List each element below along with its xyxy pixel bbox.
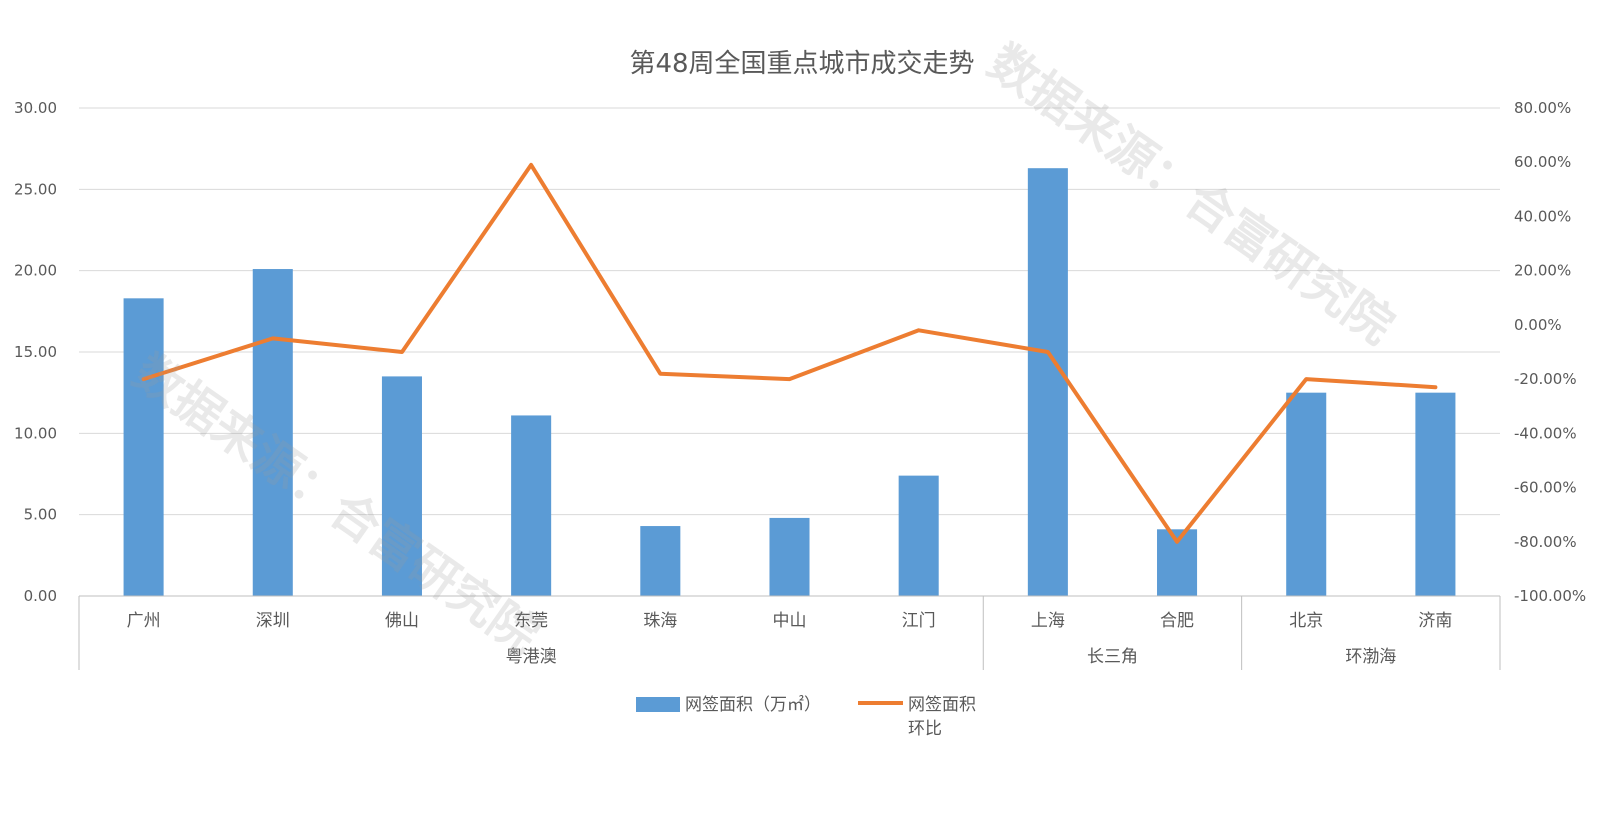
group-label-长三角: 长三角 bbox=[1087, 647, 1138, 667]
line-point-中山 bbox=[788, 377, 791, 381]
bar-series bbox=[123, 168, 1456, 597]
category-label-上海: 上海 bbox=[1031, 611, 1065, 631]
right-tick-label: -60.00% bbox=[1514, 479, 1577, 497]
bar-东莞 bbox=[511, 415, 552, 596]
line-point-江门 bbox=[917, 328, 921, 332]
line-point-合肥 bbox=[1175, 540, 1179, 544]
group-label-粤港澳: 粤港澳 bbox=[506, 647, 557, 667]
right-tick-label: -80.00% bbox=[1514, 533, 1577, 551]
right-tick-label: 40.00% bbox=[1514, 207, 1571, 225]
line-point-北京 bbox=[1304, 377, 1308, 381]
line-point-深圳 bbox=[271, 336, 275, 340]
category-labels: 广州 深圳 佛山 东莞 珠海 中山 江门 上海 合肥 北京 济南 bbox=[127, 611, 1453, 631]
right-tick-label: 20.00% bbox=[1514, 262, 1571, 280]
left-tick-label: 0.00 bbox=[24, 587, 57, 605]
bar-广州 bbox=[123, 298, 164, 596]
legend-bar-label: 网签面积（万㎡） bbox=[685, 695, 821, 715]
category-label-济南: 济南 bbox=[1418, 611, 1452, 631]
bar-佛山 bbox=[381, 376, 422, 596]
bar-北京 bbox=[1286, 392, 1327, 596]
group-labels: 粤港澳 长三角 环渤海 bbox=[506, 647, 1397, 667]
gridlines bbox=[79, 107, 1500, 516]
line-point-东莞 bbox=[529, 163, 533, 167]
category-label-佛山: 佛山 bbox=[385, 611, 419, 631]
legend: 网签面积（万㎡） 网签面积 环比 bbox=[636, 695, 976, 739]
left-tick-label: 15.00 bbox=[14, 343, 57, 361]
right-tick-label: -40.00% bbox=[1514, 424, 1577, 442]
right-tick-label: -100.00% bbox=[1514, 587, 1586, 605]
left-tick-label: 25.00 bbox=[14, 180, 57, 198]
axes bbox=[78, 595, 1501, 670]
bar-中山 bbox=[769, 517, 810, 596]
watermark-group: 数据来源：合富研究院 数据来源：合富研究院 bbox=[123, 34, 1403, 665]
line-series bbox=[141, 162, 1438, 544]
line-point-珠海 bbox=[658, 372, 662, 376]
left-tick-label: 20.00 bbox=[14, 262, 57, 280]
bar-上海 bbox=[1027, 168, 1068, 597]
category-label-珠海: 珠海 bbox=[643, 611, 677, 631]
watermark-bottom-left: 数据来源：合富研究院 bbox=[123, 344, 548, 665]
right-tick-label: 80.00% bbox=[1514, 99, 1571, 117]
bar-济南 bbox=[1415, 392, 1456, 596]
legend-line-label-2: 环比 bbox=[908, 719, 942, 739]
bar-珠海 bbox=[640, 526, 681, 596]
line-point-济南 bbox=[1433, 385, 1437, 389]
category-label-广州: 广州 bbox=[127, 611, 161, 631]
category-label-北京: 北京 bbox=[1289, 611, 1323, 631]
category-label-深圳: 深圳 bbox=[256, 611, 290, 631]
left-tick-label: 30.00 bbox=[14, 99, 57, 117]
category-label-东莞: 东莞 bbox=[514, 611, 548, 631]
legend-bar-swatch bbox=[636, 697, 680, 712]
chart-title: 第48周全国重点城市成交走势 bbox=[629, 49, 974, 79]
category-label-江门: 江门 bbox=[902, 611, 936, 631]
left-tick-label: 5.00 bbox=[24, 506, 57, 524]
category-label-合肥: 合肥 bbox=[1160, 611, 1194, 631]
right-axis-ticks: -100.00% -80.00% -60.00% -40.00% -20.00% 0.00… bbox=[1514, 99, 1586, 605]
right-tick-label: 0.00% bbox=[1514, 316, 1562, 334]
right-tick-label: 60.00% bbox=[1514, 153, 1571, 171]
left-tick-label: 10.00 bbox=[14, 424, 57, 442]
legend-line-label-1: 网签面积 bbox=[908, 695, 976, 715]
right-tick-label: -20.00% bbox=[1514, 370, 1577, 388]
line-point-佛山 bbox=[400, 350, 404, 354]
line-point-广州 bbox=[142, 377, 146, 381]
bar-深圳 bbox=[252, 269, 293, 596]
bar-江门 bbox=[898, 475, 939, 596]
group-label-环渤海: 环渤海 bbox=[1345, 647, 1396, 667]
category-label-中山: 中山 bbox=[773, 611, 807, 631]
left-axis-ticks: 0.00 5.00 10.00 15.00 20.00 25.00 30.00 bbox=[14, 99, 57, 605]
line-point-上海 bbox=[1046, 350, 1050, 354]
